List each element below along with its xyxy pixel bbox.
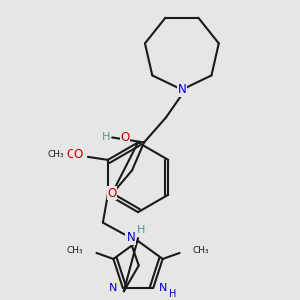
Text: N: N [109, 283, 117, 293]
Text: O: O [120, 131, 129, 144]
Text: O: O [73, 148, 83, 161]
Text: CH₃: CH₃ [193, 247, 209, 256]
Text: N: N [126, 231, 135, 244]
Text: H: H [102, 133, 110, 142]
Text: CH₃: CH₃ [67, 247, 83, 256]
Text: N: N [159, 283, 168, 293]
Text: H: H [136, 225, 145, 235]
Text: O: O [67, 148, 76, 161]
Text: H: H [169, 289, 177, 299]
Text: O: O [107, 187, 117, 200]
Text: N: N [178, 83, 186, 96]
Text: CH₃: CH₃ [47, 150, 64, 159]
